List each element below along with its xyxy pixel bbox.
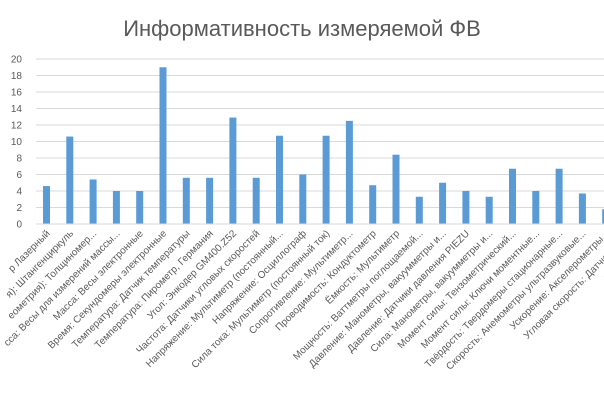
bar: [159, 67, 167, 224]
bar: [252, 177, 260, 224]
y-tick-label: 0: [16, 220, 22, 231]
bar: [555, 168, 563, 224]
y-axis-ticks: 0 2 4 6 8 10 12 14 16 18 20: [11, 55, 23, 231]
bars: [43, 67, 604, 224]
bar: [66, 136, 74, 224]
bar: [462, 191, 470, 224]
y-tick-label: 16: [11, 88, 23, 99]
bar: [299, 174, 307, 224]
bar: [369, 185, 377, 224]
bar: [415, 196, 423, 224]
bar: [322, 135, 330, 224]
y-tick-label: 12: [11, 121, 23, 132]
bar: [89, 179, 97, 224]
y-tick-label: 18: [11, 71, 23, 82]
bar: [485, 196, 493, 224]
bar: [392, 154, 400, 224]
bar: [229, 117, 237, 224]
y-tick-label: 8: [16, 154, 22, 165]
bar: [578, 193, 586, 224]
gridlines: [36, 58, 604, 208]
bar: [439, 182, 447, 224]
y-tick-label: 2: [16, 203, 22, 214]
bar: [43, 186, 50, 224]
chart-title: Информативность измеряемой ФВ: [123, 16, 481, 41]
y-tick-label: 10: [11, 137, 23, 148]
bar: [532, 191, 540, 224]
bar: [276, 135, 283, 224]
bar: [136, 191, 144, 224]
bar: [345, 120, 353, 224]
bar: [602, 209, 604, 224]
y-tick-label: 6: [16, 170, 22, 181]
y-tick-label: 4: [16, 187, 22, 198]
bar: [206, 177, 214, 224]
bar: [182, 177, 190, 224]
y-tick-label: 14: [11, 104, 23, 115]
bar: [112, 191, 120, 224]
y-tick-label: 20: [11, 55, 23, 66]
bar: [509, 168, 516, 224]
